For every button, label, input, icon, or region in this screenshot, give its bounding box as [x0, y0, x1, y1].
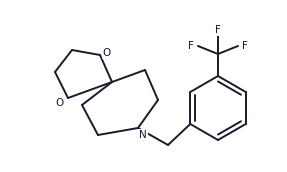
Text: N: N — [139, 130, 147, 140]
Text: F: F — [188, 41, 194, 51]
Text: O: O — [103, 48, 111, 58]
Text: O: O — [56, 98, 64, 108]
Text: F: F — [242, 41, 248, 51]
Text: F: F — [215, 25, 221, 35]
